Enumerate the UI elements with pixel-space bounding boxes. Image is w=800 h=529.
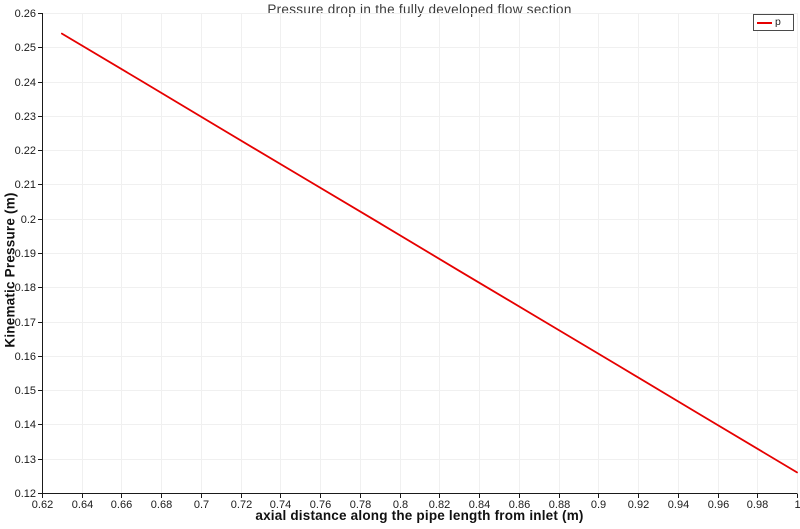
x-tick-label: 0.68 — [151, 499, 172, 511]
y-tick-label: 0.17 — [15, 317, 36, 329]
y-tick-label: 0.13 — [15, 454, 36, 466]
x-tick-label: 0.7 — [194, 499, 209, 511]
y-tick-label: 0.16 — [15, 351, 36, 363]
y-tick-label: 0.26 — [15, 8, 36, 20]
x-tick-label: 0.78 — [350, 499, 371, 511]
x-tick-label: 0.8 — [393, 499, 408, 511]
x-axis-label: axial distance along the pipe length fro… — [255, 508, 584, 523]
x-tick-label: 0.9 — [591, 499, 606, 511]
x-tick-label: 0.76 — [310, 499, 331, 511]
x-tick-label: 0.86 — [509, 499, 530, 511]
y-tick-label: 0.22 — [15, 145, 36, 157]
x-tick-label: 0.94 — [668, 499, 689, 511]
legend: p — [753, 14, 794, 31]
y-tick-label: 0.25 — [15, 42, 36, 54]
x-tick-label: 0.62 — [32, 499, 53, 511]
x-tick-label: 0.98 — [747, 499, 768, 511]
x-tick-label: 0.92 — [628, 499, 649, 511]
y-tick-label: 0.18 — [15, 282, 36, 294]
x-tick-label: 0.88 — [549, 499, 570, 511]
y-axis-label: Kinematic Pressure (m) — [2, 192, 18, 348]
y-tick-label: 0.23 — [15, 111, 36, 123]
x-tick-label: 0.72 — [231, 499, 252, 511]
x-tick-label: 1 — [794, 499, 800, 511]
y-tick-label: 0.19 — [15, 248, 36, 260]
series-line-p — [61, 32, 798, 474]
legend-series-label: p — [775, 16, 781, 29]
y-tick-label: 0.2 — [21, 214, 36, 226]
legend-line-swatch — [757, 21, 772, 24]
y-tick-label: 0.24 — [15, 77, 36, 89]
x-tick-label: 0.66 — [111, 499, 132, 511]
y-tick-label: 0.21 — [15, 179, 36, 191]
y-tick-label: 0.12 — [15, 488, 36, 500]
y-tick-label: 0.15 — [15, 385, 36, 397]
x-tick-label: 0.84 — [469, 499, 490, 511]
x-tick-label: 0.82 — [429, 499, 450, 511]
y-tick-label: 0.14 — [15, 419, 36, 431]
x-tick-label: 0.64 — [72, 499, 93, 511]
x-tick-label: 0.96 — [708, 499, 729, 511]
x-tick-label: 0.74 — [270, 499, 291, 511]
